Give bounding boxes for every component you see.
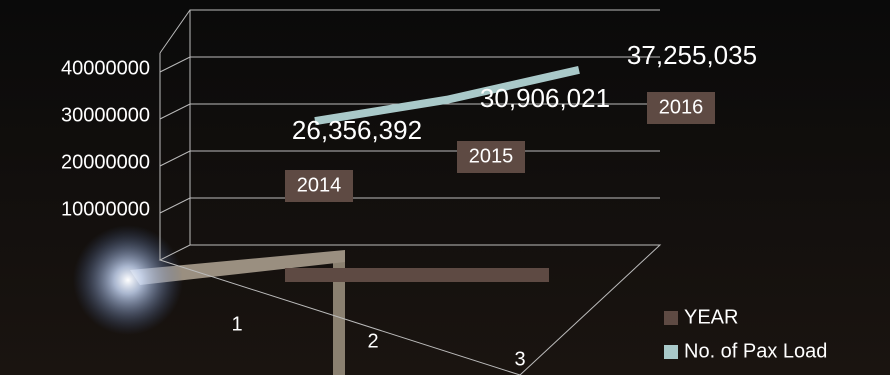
floor [158,244,662,375]
data-label: 26,356,392 [292,115,422,145]
lamp-glow [73,225,183,335]
legend-swatch [664,345,678,359]
data-label-box [457,141,525,173]
legend-swatch [664,311,678,325]
legend-label: No. of Pax Load [684,340,827,362]
y-tick-label: 10000000 [61,198,150,220]
x-tick-label: 1 [231,313,242,335]
data-label-box [285,170,353,202]
y-tick-label: 30000000 [61,104,150,126]
x-tick-label: 2 [367,330,378,352]
data-label-box [647,92,715,124]
data-label: 2016 [659,96,704,118]
y-tick-label: 20000000 [61,151,150,173]
y-tick-label: 40000000 [61,57,150,79]
grid-line [159,197,660,214]
series-ribbon [314,65,580,126]
grid-line [159,56,660,73]
data-label: 2014 [297,174,342,196]
data-label: 2015 [469,145,514,167]
plot-frame [158,9,662,375]
grid-line [159,103,660,120]
data-label: 37,255,035 [627,40,757,70]
lamp-arm [130,250,345,285]
lamp-pole [333,255,345,375]
data-label: 30,906,021 [480,83,610,113]
x-tick-label: 3 [514,348,525,370]
legend-label: YEAR [684,306,738,328]
